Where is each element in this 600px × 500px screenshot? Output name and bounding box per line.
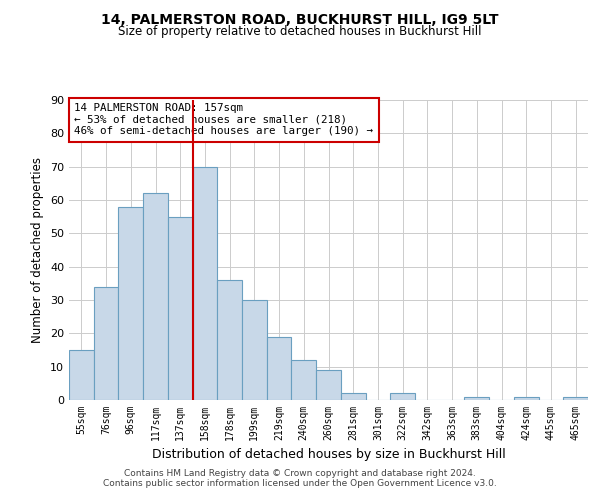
Bar	[118, 206, 143, 400]
Bar	[316, 370, 341, 400]
Bar	[242, 300, 267, 400]
Text: Contains public sector information licensed under the Open Government Licence v3: Contains public sector information licen…	[103, 478, 497, 488]
Bar	[390, 394, 415, 400]
Bar	[143, 194, 168, 400]
Text: 14 PALMERSTON ROAD: 157sqm
← 53% of detached houses are smaller (218)
46% of sem: 14 PALMERSTON ROAD: 157sqm ← 53% of deta…	[74, 103, 373, 136]
Bar	[168, 216, 193, 400]
Text: Contains HM Land Registry data © Crown copyright and database right 2024.: Contains HM Land Registry data © Crown c…	[124, 468, 476, 477]
Bar	[563, 396, 588, 400]
Bar	[94, 286, 118, 400]
Bar	[267, 336, 292, 400]
Bar	[292, 360, 316, 400]
Bar	[464, 396, 489, 400]
Bar	[514, 396, 539, 400]
Bar	[69, 350, 94, 400]
Bar	[341, 394, 365, 400]
Text: 14, PALMERSTON ROAD, BUCKHURST HILL, IG9 5LT: 14, PALMERSTON ROAD, BUCKHURST HILL, IG9…	[101, 12, 499, 26]
Bar	[193, 166, 217, 400]
X-axis label: Distribution of detached houses by size in Buckhurst Hill: Distribution of detached houses by size …	[152, 448, 505, 462]
Bar	[217, 280, 242, 400]
Y-axis label: Number of detached properties: Number of detached properties	[31, 157, 44, 343]
Text: Size of property relative to detached houses in Buckhurst Hill: Size of property relative to detached ho…	[118, 25, 482, 38]
